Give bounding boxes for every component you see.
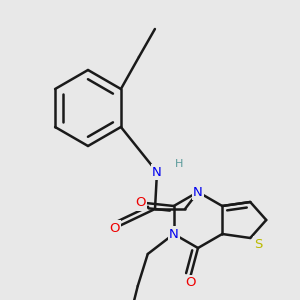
Text: S: S (254, 238, 262, 250)
Text: H: H (175, 159, 183, 169)
Text: N: N (193, 185, 203, 199)
Text: N: N (152, 166, 162, 178)
Text: O: O (136, 196, 146, 209)
Text: N: N (169, 227, 178, 241)
Text: O: O (110, 221, 120, 235)
Text: O: O (185, 277, 195, 290)
